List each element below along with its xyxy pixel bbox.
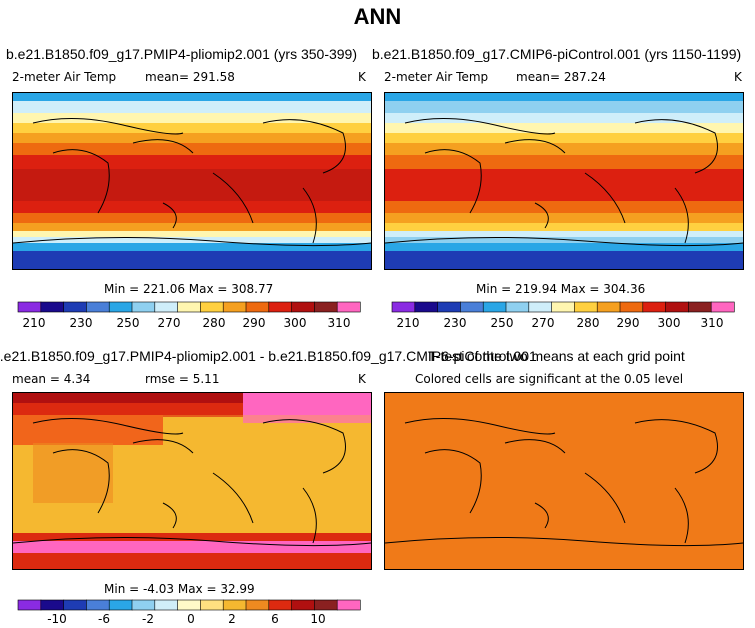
panel-1-tick: 270 — [157, 316, 181, 330]
colorbar-cell — [619, 301, 644, 313]
colorbar-cell — [131, 599, 156, 611]
panel-3-tick: 2 — [228, 612, 236, 626]
panel-1-tick: 230 — [69, 316, 93, 330]
colorbar-cell — [200, 301, 224, 313]
colorbar-cell — [222, 599, 247, 611]
colorbar-cell — [177, 301, 202, 313]
panel-3-minmax: Min = -4.03 Max = 32.99 — [104, 582, 255, 596]
colorbar-cell — [245, 301, 270, 313]
panel-1-unit: K — [358, 70, 366, 84]
colorbar-cell — [108, 301, 133, 313]
panel-1-tick: 290 — [242, 316, 266, 330]
panel-1-mean: mean= 291.58 — [145, 70, 235, 84]
panel-3-tick: 10 — [310, 612, 326, 626]
figure-title: ANN — [353, 4, 402, 29]
panel-3-tick: -6 — [98, 612, 110, 626]
colorbar-cell — [574, 301, 598, 313]
colorbar-cell — [291, 599, 316, 611]
panel-2-tick: 300 — [657, 316, 681, 330]
panel-3-colorbar — [17, 599, 361, 611]
panel-2-tick: 310 — [700, 316, 724, 330]
panel-1-tick: 300 — [283, 316, 307, 330]
colorbar-cell — [665, 301, 690, 313]
panel-3-rmse: rmse = 5.11 — [145, 372, 220, 386]
panel-1-map — [12, 92, 372, 270]
panel-2-tick: 290 — [616, 316, 640, 330]
panel-2-unit: K — [734, 70, 742, 84]
colorbar-cell — [154, 599, 179, 611]
colorbar-cell — [314, 301, 338, 313]
panel-1-minmax: Min = 221.06 Max = 308.77 — [104, 282, 274, 296]
panel-2-colorbar — [391, 301, 735, 313]
panel-2-tick: 270 — [531, 316, 555, 330]
colorbar-cell — [460, 301, 484, 313]
colorbar-cell — [710, 301, 735, 313]
panel-2-mean: mean= 287.24 — [516, 70, 606, 84]
panel-1-variable: 2-meter Air Temp — [12, 70, 117, 84]
panel-2-case-title: b.e21.B1850.f09_g17.CMIP6-piControl.001 … — [372, 46, 742, 62]
panel-1-tick: 280 — [202, 316, 226, 330]
panel-2-tick: 250 — [490, 316, 514, 330]
panel-2-map — [384, 92, 744, 270]
panel-2-variable: 2-meter Air Temp — [384, 70, 489, 84]
panel-1-tick: 250 — [116, 316, 140, 330]
colorbar-cell — [245, 599, 270, 611]
colorbar-cell — [336, 599, 361, 611]
panel-3-tick: -10 — [47, 612, 67, 626]
panel-3-tick: 6 — [271, 612, 279, 626]
colorbar-cell — [314, 599, 338, 611]
panel-3-map — [12, 392, 372, 570]
colorbar-cell — [482, 301, 507, 313]
panel-3-unit: K — [358, 372, 366, 386]
panel-4-map — [384, 392, 744, 570]
panel-1-colorbar — [17, 301, 361, 313]
colorbar-cell — [200, 599, 224, 611]
colorbar-cell — [596, 301, 621, 313]
panel-4-subtitle: Colored cells are significant at the 0.0… — [415, 372, 684, 386]
colorbar-cell — [86, 599, 110, 611]
colorbar-cell — [688, 301, 712, 313]
panel-3-tick: 0 — [187, 612, 195, 626]
panel-2-tick: 280 — [576, 316, 600, 330]
colorbar-cell — [131, 301, 156, 313]
colorbar-cell — [437, 301, 461, 313]
panel-2-tick: 210 — [396, 316, 420, 330]
colorbar-cell — [528, 301, 553, 313]
panel-1-tick: 210 — [22, 316, 46, 330]
colorbar-cell — [268, 599, 293, 611]
colorbar-cell — [17, 301, 42, 313]
colorbar-cell — [642, 301, 667, 313]
colorbar-cell — [154, 301, 179, 313]
colorbar-cell — [86, 301, 110, 313]
panel-1-tick: 310 — [327, 316, 351, 330]
colorbar-cell — [414, 301, 439, 313]
panel-4-title: T-test of the two means at each grid poi… — [428, 348, 685, 364]
colorbar-cell — [40, 301, 65, 313]
colorbar-cell — [551, 301, 576, 313]
colorbar-cell — [17, 599, 42, 611]
colorbar-cell — [108, 599, 133, 611]
panel-2-minmax: Min = 219.94 Max = 304.36 — [476, 282, 646, 296]
colorbar-cell — [268, 301, 293, 313]
panel-3-tick: -2 — [142, 612, 154, 626]
colorbar-cell — [391, 301, 416, 313]
colorbar-cell — [291, 301, 316, 313]
panel-3-case-title: b.e21.B1850.f09_g17.PMIP4-pliomip2.001 -… — [0, 348, 537, 364]
colorbar-cell — [222, 301, 247, 313]
panel-2-tick: 230 — [443, 316, 467, 330]
panel-1-case-title: b.e21.B1850.f09_g17.PMIP4-pliomip2.001 (… — [6, 46, 357, 62]
colorbar-cell — [63, 599, 87, 611]
panel-3-mean: mean = 4.34 — [12, 372, 91, 386]
colorbar-cell — [336, 301, 361, 313]
colorbar-cell — [177, 599, 202, 611]
colorbar-cell — [505, 301, 530, 313]
colorbar-cell — [63, 301, 87, 313]
colorbar-cell — [40, 599, 65, 611]
